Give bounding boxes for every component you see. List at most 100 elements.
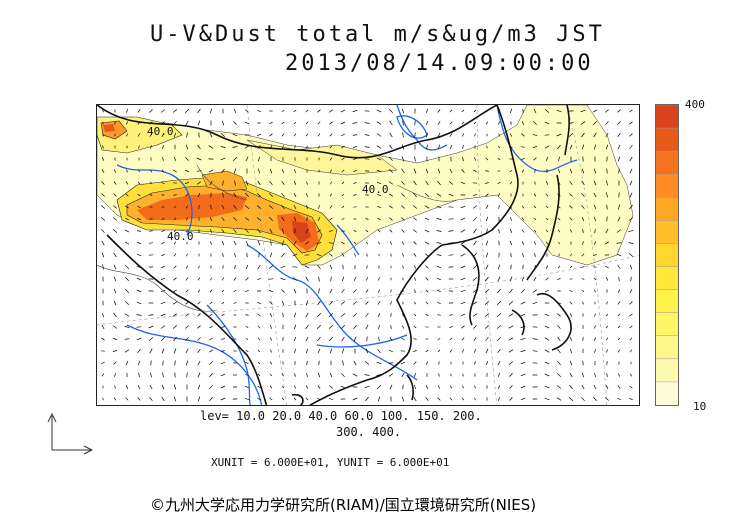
wind-vector (160, 109, 166, 113)
wind-vector (114, 157, 116, 161)
wind-vector (618, 156, 620, 162)
wind-vector (485, 276, 489, 282)
wind-vector (353, 194, 357, 196)
wind-vector (557, 325, 561, 329)
wind-vector (389, 156, 393, 162)
wind-vector (197, 313, 201, 317)
wind-vector (353, 241, 357, 245)
wind-vector (581, 396, 585, 402)
wind-vector (185, 277, 189, 281)
wind-vector (617, 325, 621, 329)
color-scale-step (656, 174, 678, 198)
wind-vector (340, 109, 346, 113)
wind-vector (569, 360, 573, 366)
wind-vector (161, 181, 165, 185)
wind-vector (352, 397, 358, 401)
wind-vector (617, 313, 621, 317)
wind-vector (330, 181, 332, 185)
wind-vector (496, 313, 502, 317)
wind-vector (149, 169, 153, 173)
wind-vector (606, 204, 608, 210)
wind-vector (268, 265, 274, 269)
wind-vector (448, 242, 454, 244)
wind-vector (340, 325, 346, 329)
wind-vector (616, 253, 622, 257)
wind-vector (149, 109, 153, 113)
wind-vector (593, 277, 597, 281)
wind-vector (629, 337, 633, 341)
wind-vector (425, 326, 429, 328)
wind-vector (353, 324, 357, 330)
wind-vector (581, 278, 585, 280)
wind-vector (197, 192, 201, 198)
wind-vector (317, 300, 321, 306)
wind-vector (293, 385, 297, 389)
wind-vector (270, 349, 272, 353)
wind-vector (509, 240, 513, 246)
wind-vector (305, 348, 309, 354)
wind-vector (293, 121, 297, 125)
wind-vector (497, 276, 501, 282)
wind-vector (294, 312, 296, 318)
wind-vector (101, 324, 105, 330)
wind-vector (173, 336, 177, 342)
wind-vector (173, 289, 177, 293)
taiwan (406, 374, 414, 401)
wind-vector (341, 145, 345, 149)
wind-vector (629, 325, 633, 329)
wind-vector (520, 313, 526, 317)
wind-vector (509, 133, 513, 137)
wind-vector (520, 397, 526, 401)
wind-vector (376, 109, 382, 113)
wind-vector (257, 313, 261, 317)
wind-vector (233, 217, 237, 221)
wind-vector (269, 133, 273, 137)
wind-vector (497, 372, 501, 378)
wind-vector (594, 337, 596, 341)
wind-vector (581, 372, 585, 378)
wind-vector (102, 312, 104, 318)
wind-vector (593, 192, 597, 198)
wind-vector (329, 205, 333, 209)
wind-vector (569, 229, 573, 233)
wind-vector (460, 229, 466, 233)
wind-vector (402, 265, 404, 269)
wind-vector (436, 205, 442, 209)
wind-vector (390, 301, 392, 305)
wind-vector (197, 325, 201, 329)
wind-vector (546, 265, 548, 269)
wind-vector (618, 276, 620, 282)
wind-vector (232, 157, 238, 161)
wind-vector (281, 216, 285, 222)
wind-vector (292, 253, 298, 257)
wind-vector (449, 314, 453, 316)
wind-vector (185, 289, 189, 293)
wind-vector (376, 121, 382, 125)
wind-vector (125, 397, 129, 401)
wind-vector (425, 180, 429, 186)
wind-vector (486, 240, 488, 246)
wind-vector (472, 205, 478, 209)
wind-vector (172, 109, 178, 113)
wind-vector (209, 301, 213, 305)
contour-label-a: 40.0 (147, 125, 174, 138)
wind-vector (256, 217, 262, 221)
color-scale-step (656, 105, 678, 129)
wind-vector (245, 374, 249, 376)
wind-vector (617, 109, 621, 113)
wind-vector (366, 241, 368, 245)
wind-vector (364, 361, 370, 365)
wind-vector (101, 240, 105, 246)
wind-vector (485, 170, 489, 172)
wind-vector (605, 337, 609, 341)
wind-vector (306, 145, 308, 149)
wind-vector (557, 217, 561, 221)
wind-vector (581, 384, 585, 390)
wind-vector (557, 144, 561, 150)
wind-vector (160, 277, 166, 281)
wind-vector (618, 289, 620, 293)
wind-vector (220, 133, 226, 137)
wind-vector (317, 133, 321, 137)
wind-vector (401, 337, 405, 341)
wind-vector (138, 372, 140, 378)
